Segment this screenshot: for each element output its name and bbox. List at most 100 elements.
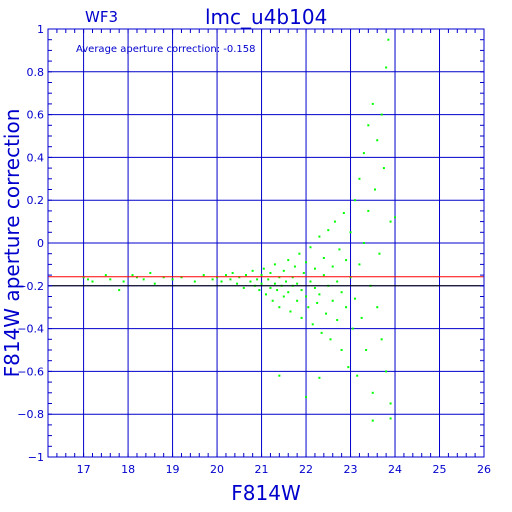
data-point bbox=[320, 331, 323, 334]
data-point bbox=[171, 278, 174, 281]
data-point bbox=[338, 248, 341, 251]
data-point bbox=[389, 220, 392, 223]
data-point bbox=[282, 269, 285, 272]
data-point bbox=[322, 274, 325, 277]
data-point bbox=[380, 113, 383, 116]
data-point bbox=[267, 278, 270, 281]
data-point bbox=[231, 271, 234, 274]
data-point bbox=[336, 280, 339, 283]
average-annotation: Average aperture correction: -0.158 bbox=[76, 44, 256, 55]
data-point bbox=[278, 306, 281, 309]
data-point bbox=[336, 319, 339, 322]
data-point bbox=[305, 295, 308, 298]
y-tick-label: −0.8 bbox=[17, 408, 44, 421]
data-point bbox=[202, 274, 205, 277]
data-point bbox=[265, 293, 267, 296]
points-layer bbox=[82, 38, 397, 422]
data-point bbox=[236, 282, 239, 285]
data-point bbox=[376, 139, 379, 142]
data-point bbox=[358, 177, 361, 180]
y-tick-label: 0 bbox=[37, 237, 44, 250]
data-point bbox=[104, 274, 107, 277]
data-point bbox=[149, 271, 152, 274]
data-point bbox=[285, 280, 288, 283]
data-point bbox=[260, 282, 263, 285]
y-tick-label: 0.6 bbox=[27, 109, 45, 122]
tick-layer: 17 18 19 20 21 22 23 24 25 26 −1 −0.8 −0.6 −0.4 −0.2 0 0… bbox=[17, 23, 491, 476]
data-point bbox=[342, 212, 345, 215]
data-point bbox=[371, 391, 374, 394]
data-point bbox=[318, 235, 321, 238]
data-point bbox=[340, 291, 343, 294]
chart-title: lmc_u4b104 bbox=[205, 5, 327, 29]
data-point bbox=[302, 271, 305, 274]
data-point bbox=[273, 282, 276, 285]
data-point bbox=[229, 278, 232, 281]
x-tick-label: 24 bbox=[388, 463, 402, 476]
y-axis-label: F814W aperture correction bbox=[0, 109, 24, 378]
data-point bbox=[224, 274, 227, 277]
data-point bbox=[318, 376, 321, 379]
x-tick-label: 22 bbox=[299, 463, 313, 476]
data-point bbox=[382, 167, 385, 170]
data-point bbox=[260, 274, 263, 277]
data-point bbox=[311, 323, 314, 326]
data-point bbox=[331, 299, 334, 302]
data-point bbox=[351, 327, 354, 330]
data-point bbox=[142, 278, 145, 281]
data-point bbox=[300, 289, 303, 292]
data-point bbox=[316, 301, 319, 304]
data-point bbox=[296, 299, 299, 302]
data-point bbox=[305, 261, 308, 264]
y-tick-label: −1 bbox=[28, 451, 44, 464]
data-point bbox=[273, 263, 276, 266]
data-point bbox=[322, 256, 325, 259]
data-point bbox=[331, 265, 334, 268]
x-tick-label: 19 bbox=[166, 463, 180, 476]
data-point bbox=[353, 199, 356, 202]
data-point bbox=[365, 349, 368, 351]
data-point bbox=[153, 282, 156, 285]
data-point bbox=[287, 259, 290, 262]
data-point bbox=[131, 274, 134, 277]
data-point bbox=[345, 259, 348, 262]
data-point bbox=[193, 280, 196, 283]
data-point bbox=[329, 338, 332, 341]
x-tick-label: 25 bbox=[433, 463, 447, 476]
x-tick-label: 18 bbox=[121, 463, 135, 476]
data-point bbox=[313, 286, 316, 289]
data-point bbox=[389, 417, 392, 420]
data-point bbox=[256, 278, 259, 281]
data-point bbox=[345, 306, 348, 309]
data-point bbox=[394, 216, 397, 219]
x-axis-label: F814W bbox=[231, 481, 301, 505]
panel-label: WF3 bbox=[85, 8, 118, 26]
data-point bbox=[356, 374, 359, 377]
data-point bbox=[298, 252, 301, 255]
y-tick-label: 0.2 bbox=[27, 194, 45, 207]
data-point bbox=[376, 306, 379, 309]
data-point bbox=[278, 374, 281, 377]
data-point bbox=[333, 220, 336, 223]
data-point bbox=[367, 124, 370, 127]
data-point bbox=[385, 370, 388, 373]
data-point bbox=[269, 271, 272, 274]
data-point bbox=[378, 252, 381, 255]
data-point bbox=[249, 280, 252, 283]
data-point bbox=[296, 282, 299, 285]
data-point bbox=[380, 338, 383, 341]
y-tick-label: −0.6 bbox=[17, 365, 44, 378]
data-point bbox=[242, 286, 245, 289]
data-point bbox=[385, 66, 388, 69]
data-point bbox=[220, 280, 223, 283]
data-point bbox=[289, 310, 292, 313]
x-tick-label: 20 bbox=[210, 463, 224, 476]
x-tick-label: 21 bbox=[255, 463, 269, 476]
data-point bbox=[87, 278, 90, 281]
data-point bbox=[358, 263, 361, 266]
data-point bbox=[91, 280, 94, 283]
y-tick-label: 0.8 bbox=[27, 66, 45, 79]
data-point bbox=[244, 274, 247, 277]
